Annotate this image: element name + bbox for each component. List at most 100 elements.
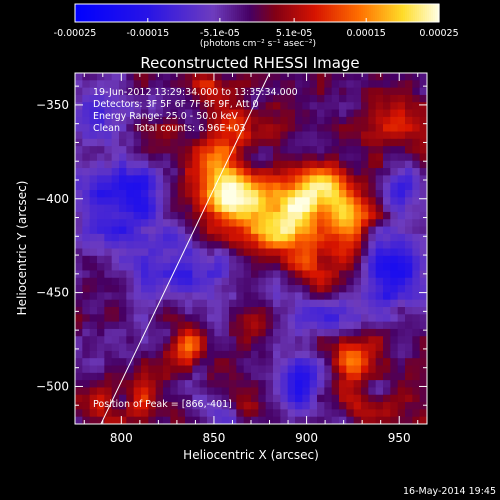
heatmap-cell: [287, 380, 296, 388]
heatmap-cell: [251, 277, 259, 286]
heatmap-cell: [390, 248, 399, 257]
heatmap-cell: [353, 124, 362, 132]
heatmap-cell: [89, 116, 98, 125]
heatmap-cell: [265, 402, 274, 410]
heatmap-cell: [214, 314, 223, 323]
heatmap-cell: [192, 124, 201, 132]
heatmap-cell: [353, 416, 362, 424]
colorbar-cell: [145, 4, 148, 22]
heatmap-cell: [265, 372, 274, 381]
heatmap-cell: [390, 124, 399, 132]
heatmap-cell: [221, 343, 230, 352]
heatmap-cell: [383, 175, 391, 184]
colorbar-cell: [379, 4, 382, 22]
heatmap-cell: [390, 380, 399, 388]
heatmap-cell: [155, 168, 164, 176]
heatmap-cell: [163, 226, 171, 235]
heatmap-cell: [405, 380, 413, 388]
heatmap-cell: [163, 124, 171, 132]
heatmap-cell: [192, 292, 201, 301]
heatmap-cell: [170, 226, 179, 235]
colorbar-cell: [141, 4, 144, 22]
heatmap-cell: [251, 336, 259, 345]
colorbar-cell: [195, 4, 198, 22]
heatmap-cell: [280, 226, 289, 235]
heatmap-cell: [243, 336, 252, 345]
heatmap-cell: [104, 314, 113, 323]
heatmap-cell: [287, 409, 296, 418]
heatmap-cell: [133, 350, 142, 359]
heatmap-cell: [229, 219, 237, 228]
heatmap-cell: [119, 277, 127, 286]
heatmap-cell: [346, 102, 355, 111]
heatmap-cell: [361, 387, 369, 396]
heatmap-cell: [214, 416, 223, 424]
heatmap-cell: [346, 241, 355, 249]
heatmap-cell: [302, 146, 311, 154]
heatmap-cell: [383, 197, 391, 206]
heatmap-cell: [214, 116, 223, 125]
heatmap-cell: [221, 168, 230, 176]
colorbar-cell: [127, 4, 130, 22]
heatmap-cell: [273, 102, 281, 111]
heatmap-cell: [273, 131, 281, 140]
heatmap-cell: [177, 416, 186, 424]
heatmap-cell: [185, 394, 193, 403]
heatmap-cell: [97, 321, 105, 330]
heatmap-cell: [163, 336, 171, 345]
heatmap-cell: [192, 153, 201, 162]
colorbar-cell: [431, 4, 434, 22]
heatmap-cell: [177, 292, 186, 301]
heatmap-cell: [258, 255, 267, 264]
heatmap-cell: [221, 241, 230, 249]
heatmap-cell: [346, 270, 355, 279]
heatmap-cell: [177, 102, 186, 111]
heatmap-cell: [405, 270, 413, 279]
heatmap-cell: [353, 138, 362, 147]
heatmap-cell: [375, 241, 384, 249]
heatmap-cell: [97, 314, 105, 323]
heatmap-cell: [295, 372, 303, 381]
heatmap-cell: [390, 263, 399, 271]
heatmap-cell: [155, 131, 164, 140]
heatmap-cell: [317, 277, 325, 286]
heatmap-cell: [265, 263, 274, 271]
heatmap-cell: [265, 153, 274, 162]
colorbar-cell: [133, 4, 136, 22]
heatmap-cell: [419, 358, 427, 366]
heatmap-cell: [236, 372, 245, 381]
colorbar-cell: [325, 4, 328, 22]
heatmap-cell: [361, 416, 369, 424]
heatmap-cell: [199, 380, 208, 388]
heatmap-cell: [199, 175, 208, 184]
heatmap-cell: [163, 365, 171, 374]
heatmap-cell: [324, 211, 333, 220]
heatmap-cell: [75, 299, 83, 308]
heatmap-cell: [390, 138, 399, 147]
heatmap-cell: [104, 182, 113, 191]
heatmap-cell: [258, 124, 267, 132]
heatmap-cell: [375, 190, 384, 198]
heatmap-cell: [141, 255, 149, 264]
heatmap-cell: [251, 255, 259, 264]
heatmap-cell: [243, 307, 252, 315]
heatmap-cell: [163, 153, 171, 162]
heatmap-cell: [353, 336, 362, 345]
heatmap-cell: [236, 226, 245, 235]
heatmap-cell: [258, 321, 267, 330]
heatmap-cell: [89, 241, 98, 249]
heatmap-cell: [75, 328, 83, 337]
heatmap-cell: [229, 131, 237, 140]
heatmap-cell: [251, 87, 259, 96]
heatmap-cell: [273, 204, 281, 213]
heatmap-cell: [302, 270, 311, 279]
heatmap-cell: [148, 102, 157, 111]
heatmap-cell: [97, 307, 105, 315]
heatmap-cell: [177, 87, 186, 96]
heatmap-cell: [111, 307, 120, 315]
colorbar-cell: [201, 4, 204, 22]
heatmap-cell: [82, 226, 91, 235]
heatmap-cell: [119, 102, 127, 111]
heatmap-cell: [265, 336, 274, 345]
heatmap-cell: [353, 358, 362, 366]
